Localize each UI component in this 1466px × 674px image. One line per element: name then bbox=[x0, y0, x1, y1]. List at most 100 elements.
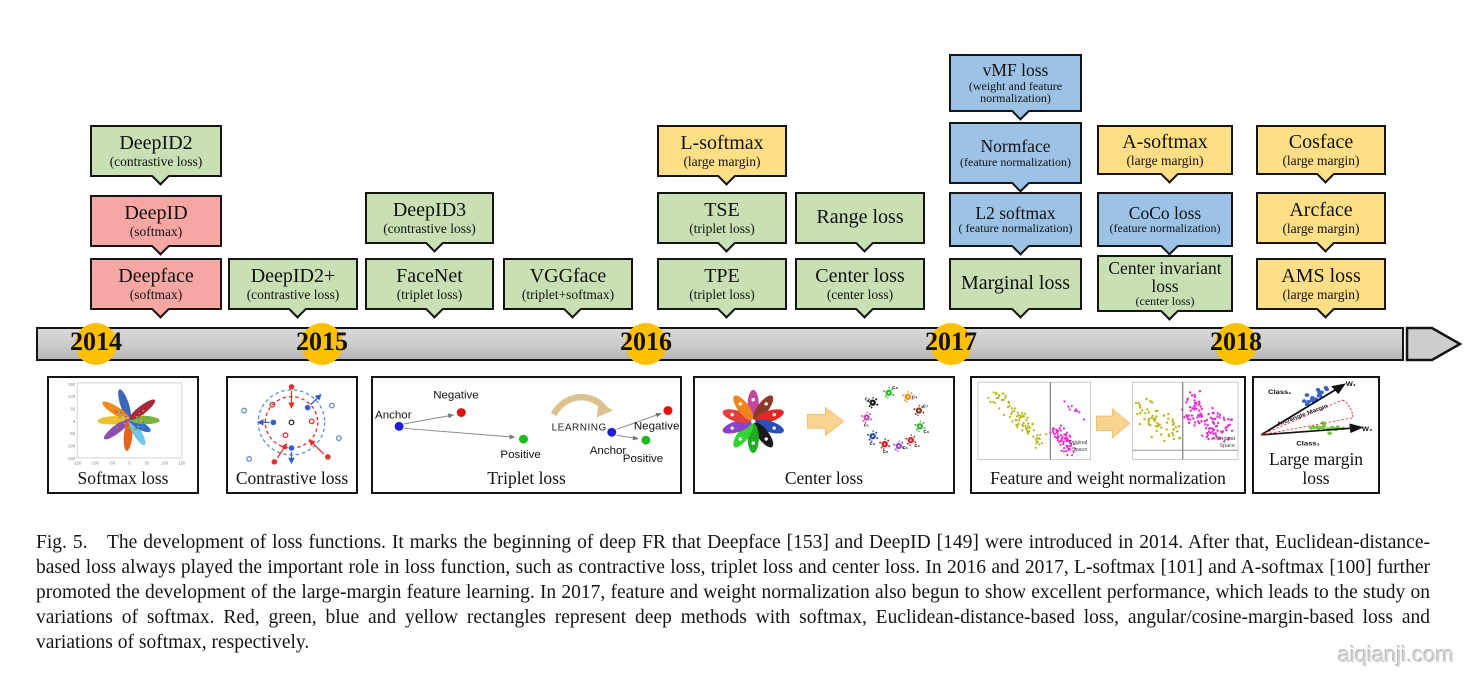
loss-box-subtitle: (feature normalization) bbox=[960, 154, 1071, 169]
svg-text:Space: Space bbox=[1219, 443, 1235, 449]
center-anchor-dot bbox=[288, 419, 295, 426]
loss-box-title: Center loss bbox=[815, 264, 905, 287]
svg-text:c₂: c₂ bbox=[870, 441, 876, 447]
after-learning-group: Anchor Negative Positive bbox=[590, 406, 679, 465]
panel-large-margin-loss: W₁ W₂ Class₁ Class₂ Arc/angle Margin Lar… bbox=[1252, 376, 1380, 494]
svg-text:Original: Original bbox=[1068, 440, 1087, 446]
loss-box-coco: CoCo loss (feature normalization) bbox=[1097, 192, 1233, 256]
loss-box-arcface: Arcface (large margin) bbox=[1256, 192, 1386, 253]
svg-text:Anchor: Anchor bbox=[590, 445, 627, 457]
box-pointer-tail-icon bbox=[1316, 234, 1335, 253]
before-normalization-plot: Original Space bbox=[977, 381, 1091, 460]
loss-box-ams: AMS loss (large margin) bbox=[1256, 258, 1386, 319]
svg-text:Class₂: Class₂ bbox=[1296, 441, 1320, 447]
loss-box-subtitle: (feature normalization) bbox=[1109, 221, 1221, 236]
compact-clusters-ring: c₈ c₄ c₇ c₃ c₀ c₆ c₅ c₂ c₁ c₉ bbox=[861, 385, 929, 455]
loss-box-vggface: VGGface (triplet+softmax) bbox=[503, 258, 633, 319]
red-samples bbox=[269, 384, 331, 465]
box-pointer-tail-icon bbox=[1010, 237, 1030, 256]
anchor-dot bbox=[607, 427, 617, 437]
loss-box-title: L-softmax bbox=[680, 131, 764, 154]
loss-box-subtitle: (softmax) bbox=[129, 286, 183, 302]
loss-box-subtitle: (contrastive loss) bbox=[383, 220, 476, 236]
loss-box-title: Marginal loss bbox=[960, 272, 1071, 295]
panel-caption: Contrastive loss bbox=[235, 467, 349, 488]
loss-box-normface: Normface (feature normalization) bbox=[949, 122, 1082, 193]
loss-box-deepid3: DeepID3 (contrastive loss) bbox=[365, 192, 494, 253]
normalization-illustration: Original Space Original Space bbox=[972, 378, 1244, 469]
svg-text:c₆: c₆ bbox=[902, 445, 908, 451]
loss-box-subtitle: (large margin) bbox=[1126, 152, 1204, 168]
panel-feature-weight-normalization: Original Space Original Space Feature an… bbox=[970, 376, 1246, 494]
loss-box-tpe: TPE (triplet loss) bbox=[657, 258, 787, 319]
loss-box-vmf: vMF loss (weight and feature normalizatio… bbox=[949, 54, 1082, 121]
loss-box-title: Center invariant loss bbox=[1108, 258, 1222, 296]
box-pointer-tail-icon bbox=[717, 300, 736, 319]
loss-box-deepid2: DeepID2 (contrastive loss) bbox=[90, 125, 222, 186]
loss-box-title: A-softmax bbox=[1122, 130, 1208, 153]
loss-box-l2softmax: L2 softmax( feature normalization) bbox=[949, 192, 1082, 256]
center-noise-dots bbox=[115, 408, 145, 430]
loss-box-title: FaceNet bbox=[396, 264, 463, 287]
loss-box-title: TPE bbox=[704, 264, 740, 287]
svg-text:Positive: Positive bbox=[500, 449, 540, 461]
year-circle-icon bbox=[75, 323, 117, 365]
loss-box-title: Cosface bbox=[1288, 130, 1354, 153]
panel-caption: Large margin loss bbox=[1268, 448, 1364, 488]
svg-text:W₂: W₂ bbox=[1362, 426, 1372, 432]
loss-box-subtitle: ( feature normalization) bbox=[958, 221, 1073, 236]
blue-samples bbox=[241, 393, 342, 465]
loss-box-title: CoCo loss bbox=[1128, 202, 1202, 223]
loss-box-title: Range loss bbox=[816, 206, 904, 229]
negative-dot bbox=[456, 408, 466, 417]
loss-box-subtitle: (center loss) bbox=[826, 286, 894, 302]
svg-text:-50: -50 bbox=[69, 431, 76, 436]
svg-text:c₄: c₄ bbox=[912, 395, 918, 401]
loss-box-centerinvariant: Center invariant loss (center loss) bbox=[1097, 255, 1233, 321]
svg-text:c₅: c₅ bbox=[883, 449, 889, 455]
panel-contrastive-loss: Contrastive loss bbox=[226, 376, 358, 494]
x-axis-ticks: -150 -100 -50 0 50 100 150 bbox=[73, 460, 186, 465]
center-loss-illustration: c₈ c₄ c₇ c₃ c₀ c₆ c₅ c₂ c₁ c₉ bbox=[695, 378, 953, 469]
panel-caption: Softmax loss bbox=[77, 467, 169, 488]
svg-text:150: 150 bbox=[68, 382, 76, 387]
year-label: 2014 bbox=[70, 327, 122, 356]
loss-box-subtitle: (softmax) bbox=[129, 223, 183, 239]
negative-dot bbox=[663, 406, 673, 415]
y-axis-ticks: 150 100 50 0 -50 -100 -150 bbox=[67, 382, 76, 461]
svg-text:Positive: Positive bbox=[623, 453, 663, 465]
panel-triplet-loss: Anchor Negative Positive LEARNING Anchor bbox=[371, 376, 682, 494]
svg-text:Class₁: Class₁ bbox=[1268, 390, 1291, 396]
figure-caption: Fig. 5. The development of loss function… bbox=[36, 532, 1430, 653]
svg-text:c₀: c₀ bbox=[914, 443, 920, 449]
loss-box-lsoftmax: L-softmax (large margin) bbox=[657, 125, 787, 186]
svg-text:0: 0 bbox=[73, 419, 76, 424]
loss-box-title: AMS loss bbox=[1281, 264, 1361, 287]
year-circle-icon bbox=[930, 323, 972, 365]
svg-text:150: 150 bbox=[178, 460, 186, 465]
positive-dot bbox=[518, 434, 529, 444]
svg-text:W₁: W₁ bbox=[1346, 382, 1356, 388]
class2-cluster bbox=[1308, 421, 1346, 436]
loss-box-title: DeepID3 bbox=[392, 198, 467, 221]
loss-box-title: VGGface bbox=[529, 264, 607, 287]
year-circle-icon bbox=[625, 323, 667, 365]
watermark: aiqianji.com bbox=[1337, 642, 1454, 667]
timeline-bar bbox=[36, 327, 1404, 361]
box-pointer-tail-icon bbox=[855, 234, 874, 253]
block-arrow-icon bbox=[806, 406, 845, 437]
loss-box-asoftmax: A-softmax (large margin) bbox=[1097, 125, 1233, 184]
w2-weight-vector bbox=[1260, 423, 1364, 436]
box-pointer-tail-icon bbox=[1010, 174, 1030, 193]
loss-box-subtitle: (triplet+softmax) bbox=[521, 286, 615, 302]
svg-text:-150: -150 bbox=[67, 456, 76, 461]
svg-text:50: 50 bbox=[145, 460, 150, 465]
year-label: 2018 bbox=[1210, 327, 1262, 356]
class1-cluster bbox=[1301, 386, 1330, 407]
svg-text:c₇: c₇ bbox=[923, 404, 928, 410]
loss-box-subtitle: (large margin) bbox=[1282, 286, 1360, 302]
anchor-dot bbox=[394, 421, 404, 431]
year-label: 2015 bbox=[296, 327, 348, 356]
